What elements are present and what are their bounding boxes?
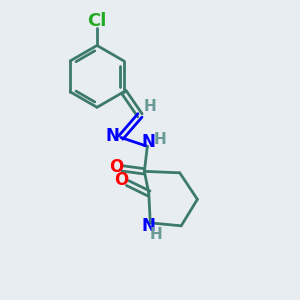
Text: O: O (114, 171, 128, 189)
Text: O: O (109, 158, 123, 176)
Text: H: H (153, 132, 166, 147)
Text: Cl: Cl (87, 12, 107, 30)
Text: N: N (142, 133, 156, 151)
Text: H: H (144, 99, 157, 114)
Text: N: N (106, 127, 119, 145)
Text: H: H (149, 226, 162, 242)
Text: N: N (142, 217, 156, 235)
